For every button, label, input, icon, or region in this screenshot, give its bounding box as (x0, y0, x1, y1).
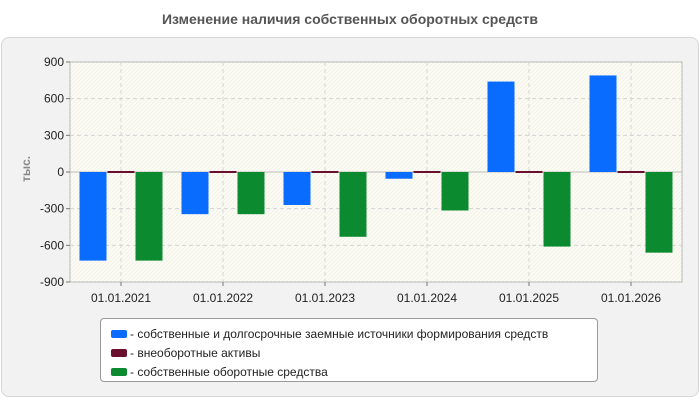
chart-title: Изменение наличия собственных оборотных … (161, 11, 539, 27)
bar-series-1 (209, 171, 237, 173)
x-tick-label: 01.01.2022 (193, 291, 253, 305)
y-tick-label: -300 (40, 202, 64, 216)
y-tick-label: 300 (44, 128, 64, 142)
bar-series-2 (135, 172, 163, 261)
x-tick-label: 01.01.2025 (499, 291, 559, 305)
axis-layer: 900 600 300 0 -300 -600 -900 01.01.2021 01.01.20… (40, 55, 661, 305)
grid-layer (70, 62, 682, 282)
y-tick-label: 0 (57, 165, 64, 179)
bar-series-1 (413, 171, 441, 173)
bar-series-0 (589, 75, 617, 172)
legend-label-sources: собственные и долгосрочные заемные источ… (137, 326, 549, 341)
bar-series-1 (617, 171, 645, 173)
legend-swatch-noncurrent (111, 348, 127, 357)
y-tick-label: 900 (44, 55, 64, 69)
legend-item-working-capital: - собственные оборотные средства (111, 362, 597, 381)
bar-series-2 (339, 172, 367, 237)
y-tick-label: -900 (40, 275, 64, 289)
legend-item-noncurrent: - внеоборотные активы (111, 343, 597, 362)
bar-series-0 (181, 172, 209, 215)
bar-series-2 (645, 172, 673, 253)
legend-label-noncurrent: внеоборотные активы (137, 345, 261, 360)
bar-series-0 (487, 81, 515, 172)
bar-series-2 (441, 172, 469, 211)
bar-series-2 (543, 172, 571, 247)
legend-label-working-capital: собственные оборотные средства (137, 364, 328, 379)
legend-swatch-sources (111, 329, 127, 338)
x-tick-label: 01.01.2024 (397, 291, 457, 305)
bar-series-0 (283, 172, 311, 205)
x-tick-label: 01.01.2023 (295, 291, 355, 305)
bar-series-1 (107, 171, 135, 173)
y-tick-label: 600 (44, 92, 64, 106)
bar-series-0 (79, 172, 107, 261)
legend: - собственные и долгосрочные заемные ист… (100, 318, 598, 382)
bar-series-1 (515, 171, 543, 173)
y-tick-label: -600 (40, 238, 64, 252)
bar-series-1 (311, 171, 339, 173)
legend-item-sources: - собственные и долгосрочные заемные ист… (111, 324, 597, 343)
bars-layer (79, 75, 673, 261)
bar-series-2 (237, 172, 265, 215)
x-tick-label: 01.01.2021 (91, 291, 151, 305)
bar-series-0 (385, 172, 413, 179)
legend-swatch-working-capital (111, 367, 127, 376)
x-tick-label: 01.01.2026 (601, 291, 661, 305)
y-axis-label: тыс. (19, 155, 33, 182)
